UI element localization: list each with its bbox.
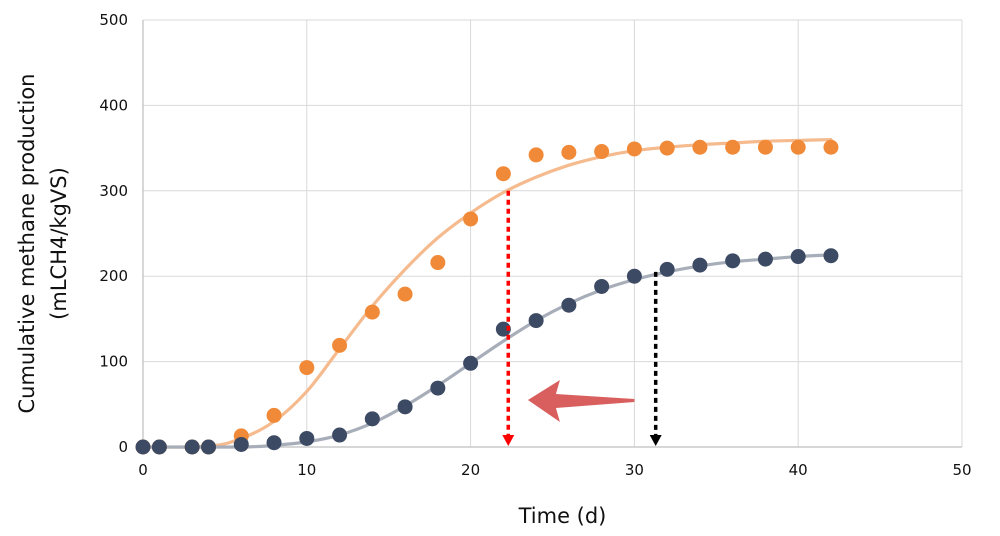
y-tick-label: 500 <box>99 11 128 29</box>
x-tick-label: 10 <box>297 461 316 479</box>
x-tick-labels: 0 10 20 30 40 50 <box>138 461 971 479</box>
y-axis-title-line-1: Cumulative methane production <box>15 74 39 414</box>
data-point-series-2 <box>790 249 806 265</box>
data-point-series-2 <box>430 380 446 396</box>
data-point-series-1 <box>757 139 773 155</box>
data-point-series-2 <box>626 268 642 284</box>
data-point-series-1 <box>790 139 806 155</box>
data-point-series-2 <box>299 430 315 446</box>
y-tick-label: 200 <box>99 267 128 285</box>
fit-curve-1 <box>141 137 833 449</box>
y-tick-labels: 0 100 200 300 400 500 <box>99 11 128 456</box>
annotations <box>502 190 662 446</box>
data-point-series-2 <box>757 251 773 267</box>
x-tick-label: 30 <box>625 461 644 479</box>
data-point-series-1 <box>364 304 380 320</box>
data-point-series-1 <box>397 286 413 302</box>
data-point-series-1 <box>430 255 446 271</box>
data-point-series-2 <box>463 355 479 371</box>
data-point-series-2 <box>233 436 249 452</box>
data-point-series-2 <box>725 253 741 269</box>
axes <box>142 20 962 448</box>
data-point-series-1 <box>626 141 642 157</box>
data-point-series-2 <box>266 435 282 451</box>
data-point-series-1 <box>659 140 675 156</box>
data-point-series-1 <box>495 166 511 182</box>
data-point-series-2 <box>364 411 380 427</box>
fit-curve-2 <box>141 253 833 449</box>
x-tick-label: 0 <box>138 461 148 479</box>
data-point-series-1 <box>823 139 839 155</box>
data-point-series-2 <box>561 297 577 313</box>
data-points <box>135 139 839 455</box>
dark-drop-arrowhead <box>649 435 662 446</box>
data-point-series-2 <box>495 321 511 337</box>
data-point-series-2 <box>659 261 675 277</box>
x-tick-label: 20 <box>461 461 480 479</box>
data-point-series-1 <box>463 211 479 227</box>
data-point-series-1 <box>528 147 544 163</box>
fit-curves <box>141 137 833 449</box>
data-point-series-1 <box>725 139 741 155</box>
x-tick-label: 40 <box>789 461 808 479</box>
y-tick-label: 400 <box>99 96 128 114</box>
data-point-series-2 <box>528 313 544 329</box>
data-point-series-1 <box>266 407 282 423</box>
x-axis-title: Time (d) <box>518 504 607 528</box>
data-point-series-2 <box>823 248 839 264</box>
data-point-series-2 <box>332 427 348 443</box>
data-point-series-2 <box>135 439 151 455</box>
data-point-series-1 <box>692 139 708 155</box>
orange-drop-arrowhead <box>502 435 515 446</box>
y-tick-label: 300 <box>99 182 128 200</box>
y-tick-label: 100 <box>99 353 128 371</box>
data-point-series-2 <box>692 257 708 273</box>
shift-arrow <box>527 380 635 423</box>
data-point-series-1 <box>561 144 577 160</box>
data-point-series-2 <box>184 439 200 455</box>
x-tick-label: 50 <box>952 461 971 479</box>
data-point-series-2 <box>151 439 167 455</box>
data-point-series-1 <box>332 337 348 353</box>
data-point-series-2 <box>397 399 413 415</box>
data-point-series-2 <box>201 439 217 455</box>
data-point-series-1 <box>594 144 610 160</box>
data-point-series-1 <box>299 360 315 376</box>
grid <box>143 19 963 447</box>
y-tick-label: 0 <box>118 438 128 456</box>
data-point-series-2 <box>594 278 610 294</box>
y-axis-title-line-2: (mLCH4/kgVS) <box>47 167 71 320</box>
